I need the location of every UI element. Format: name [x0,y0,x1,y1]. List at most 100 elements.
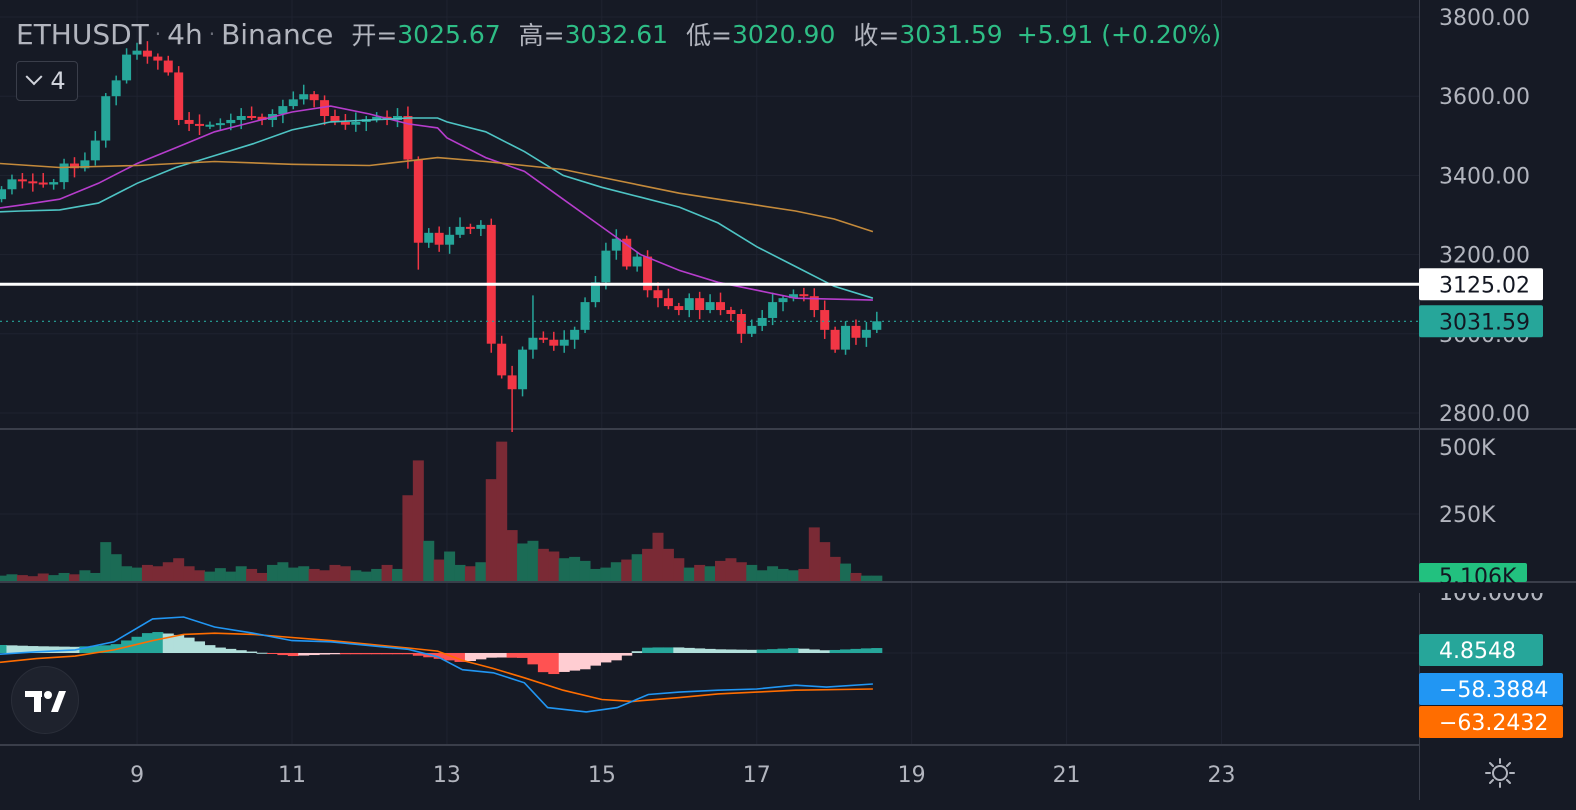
macd-histogram-bar [548,653,560,675]
macd-histogram-bar [798,648,810,653]
volume-bar [798,568,810,581]
candle-body [570,329,580,340]
volume-bar [37,573,49,581]
macd-histogram-bar [694,648,706,653]
macd-signal-tag-bg [1419,706,1563,738]
candle-body [872,321,882,330]
volume-bar [548,551,560,581]
macd-histogram-bar [642,647,654,653]
macd-histogram-bar [683,647,695,653]
volume-bar [298,566,310,581]
candle-body [101,96,111,141]
volume-bar [829,556,841,581]
macd-histogram-bar [246,651,258,653]
candle-body [49,182,59,185]
macd-histogram-bar [475,653,487,660]
tradingview-logo-icon[interactable] [11,666,79,734]
macd-histogram-bar [860,648,872,653]
volume-last-tag-bg [1419,563,1527,582]
macd-histogram-bar [371,653,383,655]
macd-histogram-bar [506,653,518,658]
volume-bar [204,571,216,581]
candle-body [132,50,142,55]
macd-histogram-bar [433,653,445,659]
volume-bar [308,568,320,581]
volume-bar [402,495,414,581]
low-value: 3020.90 [731,19,836,49]
macd-line [0,616,873,713]
candle-body [736,314,746,334]
candle-body [445,234,455,245]
moving-average-line [0,117,874,299]
timeframe-label[interactable]: 4h [167,17,203,51]
volume-bar [6,574,18,581]
volume-bar [610,562,622,581]
volume-bar [506,530,518,581]
volume-bar [537,548,549,581]
volume-bar [121,566,133,581]
macd-histogram-bar [787,648,799,653]
candle-body [17,179,27,182]
indicators-collapse-button[interactable]: 4 [16,61,78,101]
macd-histogram-bar [579,653,591,670]
macd-histogram-bar [79,646,91,653]
exchange-label: Binance [221,17,334,51]
volume-bar [464,566,476,581]
candle-body [538,337,548,340]
macd-histogram-bar [412,653,424,656]
high-value: 3032.61 [564,19,669,49]
candle-body [622,238,632,267]
volume-bar [444,551,456,581]
candle-body [195,123,205,126]
candle-body [111,80,121,97]
candle-body [830,329,840,350]
volume-bar [767,566,779,581]
time-tick-label: 9 [130,763,144,788]
volume-bar [496,441,508,581]
symbol-name[interactable]: ETHUSDT [16,17,149,51]
macd-histogram-bar [48,646,60,653]
volume-bar [704,566,716,581]
settings-gear-icon[interactable] [1484,757,1516,789]
candle-body [90,140,100,161]
candle-body [351,121,361,125]
macd-histogram-bar [819,650,831,653]
macd-histogram-bar [652,647,664,653]
volume-bar [412,460,424,581]
candle-body [549,339,559,346]
volume-bar [152,566,164,581]
volume-bar [225,571,237,581]
candle-body [184,119,194,124]
macd-histogram-bar [840,649,852,653]
candle-body [705,302,715,311]
macd-histogram-bar [871,648,883,653]
price-tick-label: 3400.00 [1439,164,1530,189]
volume-bar [381,564,393,581]
volume-bar [475,562,487,581]
candle-body [455,226,465,235]
candle-body [309,94,319,101]
macd-histogram-bar [850,648,862,653]
macd-histogram-bar [808,649,820,653]
candle-body [799,294,809,297]
macd-histogram-bar [569,653,581,671]
macd-signal-tag-text: −63.2432 [1439,711,1548,736]
volume-bar [141,564,153,581]
macd-line-tag: −58.3884 [1419,673,1563,705]
chevron-down-icon [25,68,43,86]
volume-bar [266,564,278,581]
macd-histogram-bar [162,633,174,653]
time-tick-label: 17 [743,763,771,788]
candle-body [153,56,163,61]
volume-bar [517,543,529,581]
volume-bar [16,575,28,581]
candle-body [247,116,257,118]
volume-bar [214,568,226,581]
volume-bar [162,562,174,581]
macd-histogram-bar [537,653,549,673]
candle-body [413,159,423,243]
candle-body [757,317,767,326]
macd-histogram-bar [746,649,758,653]
